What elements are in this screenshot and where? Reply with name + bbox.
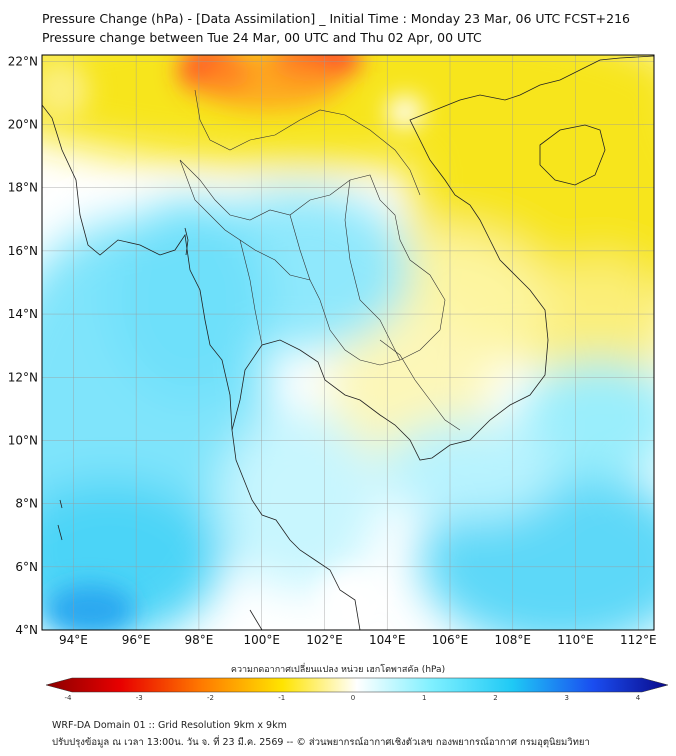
map-subtitle: Pressure change between Tue 24 Mar, 00 U… xyxy=(42,30,482,45)
lon-tick-label: 96°E xyxy=(122,633,151,647)
lon-tick-label: 94°E xyxy=(59,633,88,647)
lat-tick-label: 8°N xyxy=(15,497,38,511)
footer-model-info: WRF-DA Domain 01 :: Grid Resolution 9km … xyxy=(52,720,287,731)
colorbar-tick-label: -1 xyxy=(278,694,285,702)
colorbar-tick-label: -2 xyxy=(207,694,214,702)
pressure-field xyxy=(42,55,654,630)
map-title: Pressure Change (hPa) - [Data Assimilati… xyxy=(42,11,630,26)
map-frame xyxy=(41,54,655,631)
lat-tick-label: 10°N xyxy=(8,433,38,447)
colorbar: -4 -3 -2 -1 0 1 2 3 4 xyxy=(45,677,669,702)
colorbar-tick-label: 4 xyxy=(636,694,641,702)
colorbar-tick-label: 3 xyxy=(565,694,569,702)
lon-tick-label: 110°E xyxy=(557,633,594,647)
lat-tick-label: 18°N xyxy=(8,181,38,195)
coastlines xyxy=(42,55,654,630)
colorbar-tick-label: 1 xyxy=(422,694,426,702)
footer-credit: ปรับปรุงข้อมูล ณ เวลา 13:00น. วัน จ. ที่… xyxy=(52,737,590,748)
lon-tick-label: 108°E xyxy=(495,633,532,647)
colorbar-gradient xyxy=(45,677,669,693)
colorbar-tick-label: -3 xyxy=(136,694,143,702)
latitude-axis: 22°N 20°N 18°N 16°N 14°N 12°N 10°N 8°N 6°N 4°N xyxy=(8,54,38,637)
lon-tick-label: 104°E xyxy=(369,633,406,647)
colorbar-tick-label: -4 xyxy=(65,694,73,702)
lat-tick-label: 4°N xyxy=(15,623,38,637)
lon-tick-label: 100°E xyxy=(243,633,280,647)
lat-tick-label: 12°N xyxy=(8,370,38,384)
lat-tick-label: 20°N xyxy=(8,118,38,132)
longitude-axis: 94°E 96°E 98°E 100°E 102°E 104°E 106°E 108°E 110… xyxy=(59,633,657,647)
lat-tick-label: 14°N xyxy=(8,307,38,321)
colorbar-tick-label: 0 xyxy=(351,694,355,702)
lat-tick-label: 22°N xyxy=(8,54,38,68)
lat-tick-label: 6°N xyxy=(15,560,38,574)
lon-tick-label: 106°E xyxy=(432,633,469,647)
admin-borders xyxy=(179,89,461,431)
colorbar-tick-label: 2 xyxy=(493,694,497,702)
lon-tick-label: 98°E xyxy=(184,633,213,647)
colorbar-title: ความกดอากาศเปลี่ยนแปลง หน่วย เฮกโตพาสคัล… xyxy=(230,665,446,675)
colorbar-ticks: -4 -3 -2 -1 0 1 2 3 4 xyxy=(65,694,641,702)
lon-tick-label: 102°E xyxy=(306,633,343,647)
lon-tick-label: 112°E xyxy=(620,633,657,647)
lat-tick-label: 16°N xyxy=(8,244,38,258)
